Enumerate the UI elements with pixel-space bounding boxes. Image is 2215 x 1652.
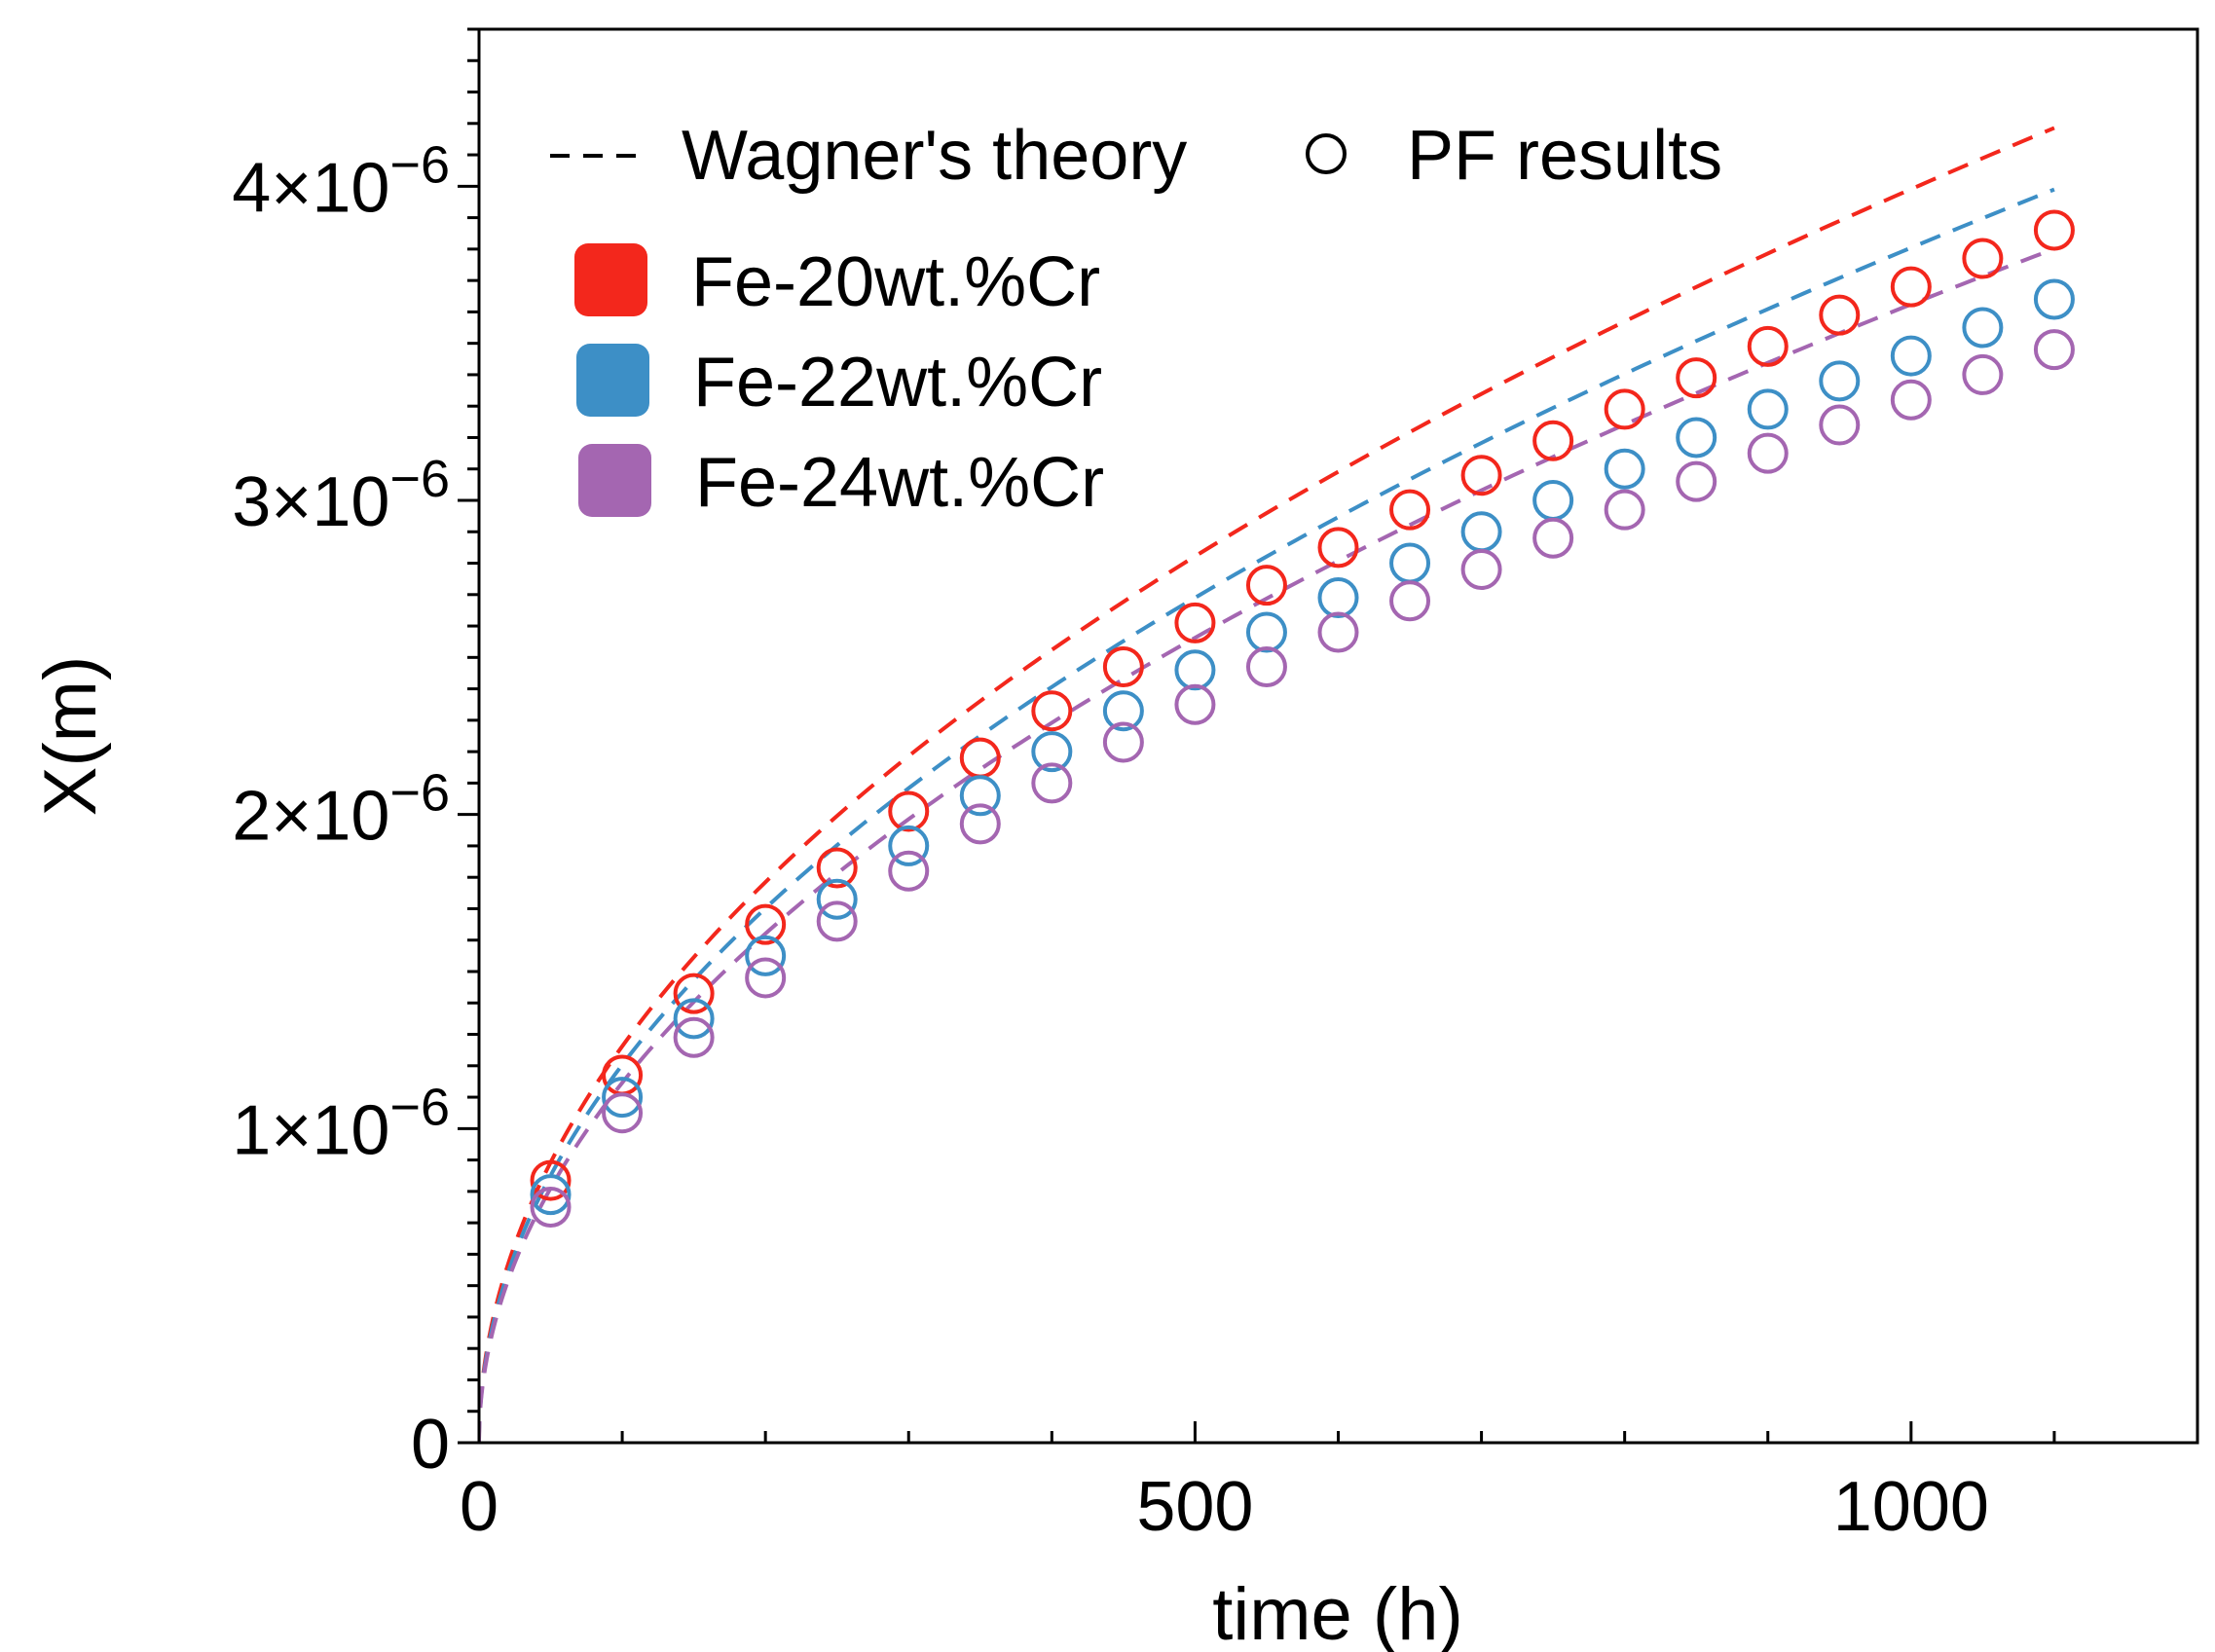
y-axis-ticks	[458, 27, 479, 1445]
x-axis-ticks	[477, 1421, 2199, 1443]
pf-point-0	[1245, 565, 1287, 606]
legend-swatch-fe24cr	[578, 444, 651, 517]
pf-point-0	[1747, 325, 1789, 367]
pf-point-2	[1819, 404, 1861, 446]
pf-point-0	[1031, 690, 1073, 732]
pf-point-2	[1604, 489, 1645, 531]
pf-point-1	[1604, 448, 1645, 490]
x-tick-label: 500	[1136, 1468, 1253, 1546]
pf-point-2	[1532, 517, 1574, 559]
pf-point-0	[2033, 209, 2075, 251]
pf-point-2	[745, 957, 787, 999]
y-tick-label: 4×10−6	[232, 135, 450, 227]
pf-point-1	[1031, 731, 1073, 773]
pf-point-0	[1174, 602, 1216, 643]
pf-point-1	[1174, 649, 1216, 691]
x-tick-label: 0	[460, 1468, 498, 1546]
pf-point-1	[959, 775, 1001, 817]
x-tick-label: 1000	[1833, 1468, 1989, 1546]
pf-point-1	[530, 1174, 572, 1216]
legend-label-fe24cr: Fe-24wt.%Cr	[695, 444, 1104, 522]
pf-point-0	[1604, 388, 1645, 430]
pf-point-2	[1245, 646, 1287, 688]
x-axis-label: time (h)	[1212, 1573, 1463, 1652]
pf-point-2	[1962, 353, 2004, 395]
y-tick-label: 1×10−6	[232, 1078, 450, 1169]
pf-point-0	[959, 737, 1001, 779]
pf-point-1	[745, 935, 787, 976]
pf-point-0	[1532, 420, 1574, 461]
pf-point-2	[530, 1187, 572, 1228]
pf-point-1	[1460, 511, 1502, 553]
legend-swatch-fe20cr	[574, 243, 647, 316]
pf-point-2	[959, 803, 1001, 845]
pf-point-2	[602, 1092, 644, 1134]
theory-curves	[479, 126, 2055, 1443]
pf-point-0	[1962, 238, 2004, 279]
pf-point-2	[1174, 683, 1216, 725]
pf-point-2	[1389, 580, 1431, 622]
pf-point-2	[1676, 460, 1717, 502]
pf-point-0	[673, 973, 715, 1014]
pf-point-2	[1317, 611, 1359, 653]
pf-point-2	[1747, 432, 1789, 474]
pf-point-1	[1676, 417, 1717, 459]
pf-point-1	[1245, 611, 1287, 653]
pf-point-2	[816, 900, 858, 942]
y-tick-label: 0	[411, 1406, 450, 1484]
theory-line-1	[479, 187, 2055, 1443]
pf-point-2	[1460, 548, 1502, 590]
y-tick-label: 3×10−6	[232, 450, 450, 541]
legend-label-fe20cr: Fe-20wt.%Cr	[691, 243, 1100, 321]
pf-point-0	[602, 1054, 644, 1096]
pf-point-0	[1102, 646, 1144, 688]
pf-point-2	[2033, 329, 2075, 371]
pf-point-1	[1532, 480, 1574, 521]
y-axis-label: X(m)	[29, 656, 112, 817]
plot-frame	[477, 27, 2199, 1445]
pf-markers	[530, 209, 2075, 1228]
pf-point-2	[1031, 762, 1073, 804]
pf-point-1	[888, 825, 930, 866]
legend-label-fe22cr: Fe-22wt.%Cr	[693, 344, 1102, 422]
pf-point-0	[1389, 489, 1431, 531]
theory-line-0	[479, 126, 2055, 1443]
pf-point-1	[1962, 307, 2004, 349]
pf-point-1	[816, 878, 858, 920]
pf-point-2	[1102, 721, 1144, 763]
pf-point-2	[888, 850, 930, 892]
pf-point-0	[1676, 357, 1717, 399]
legend: Wagner's theory PF results Fe-20wt.%Cr F…	[550, 117, 1722, 522]
pf-point-2	[1890, 379, 1932, 421]
pf-point-0	[1460, 455, 1502, 496]
pf-point-0	[1317, 527, 1359, 569]
pf-point-1	[1102, 690, 1144, 732]
pf-point-0	[1819, 294, 1861, 336]
pf-point-0	[816, 847, 858, 889]
pf-point-1	[1389, 542, 1431, 584]
pf-point-0	[745, 903, 787, 945]
pf-point-2	[673, 1016, 715, 1058]
pf-point-1	[2033, 278, 2075, 320]
legend-label-theory: Wagner's theory	[682, 117, 1187, 195]
legend-circle-sample	[1306, 133, 1347, 174]
x-axis-tick-labels: 0 500 1000	[460, 1468, 1989, 1546]
theory-line-2	[479, 246, 2055, 1443]
pf-point-1	[1819, 360, 1861, 402]
legend-label-pf: PF results	[1407, 117, 1722, 195]
pf-point-1	[673, 998, 715, 1040]
pf-point-1	[602, 1077, 644, 1119]
legend-swatch-fe22cr	[576, 344, 649, 417]
pf-point-1	[1890, 335, 1932, 377]
pf-point-0	[1890, 266, 1932, 308]
pf-point-1	[1747, 388, 1789, 430]
pf-point-0	[888, 790, 930, 832]
pf-point-1	[1317, 577, 1359, 619]
y-tick-label: 2×10−6	[232, 764, 450, 856]
pf-point-0	[530, 1159, 572, 1201]
y-axis-tick-labels: 0 1×10−6 2×10−6 3×10−6 4×10−6	[232, 135, 450, 1484]
